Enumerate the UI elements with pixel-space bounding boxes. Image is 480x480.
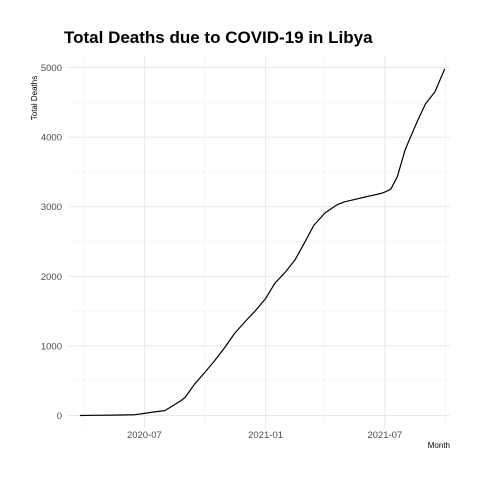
x-tick-label: 2020-07 xyxy=(127,430,162,441)
x-tick-label: 2021-07 xyxy=(367,430,402,441)
series-layer xyxy=(79,68,446,417)
y-tick-label: 2000 xyxy=(41,272,62,283)
y-tick-label: 4000 xyxy=(41,133,62,144)
x-axis-tick-labels: 2020-07 2021-01 2021-07 xyxy=(127,430,402,441)
y-tick-label: 1000 xyxy=(41,341,62,352)
grid xyxy=(68,55,450,428)
y-tick-label: 0 xyxy=(57,411,62,422)
y-tick-label: 5000 xyxy=(41,63,62,74)
x-axis-title: Month xyxy=(428,441,450,450)
x-tick-label: 2021-01 xyxy=(248,430,283,441)
y-axis-title: Total Deaths xyxy=(30,76,39,120)
total-deaths-line xyxy=(79,68,446,417)
y-tick-label: 3000 xyxy=(41,202,62,213)
y-axis-tick-labels: 0 1000 2000 3000 4000 5000 xyxy=(41,63,62,422)
chart-title: Total Deaths due to COVID-19 in Libya xyxy=(64,28,373,47)
